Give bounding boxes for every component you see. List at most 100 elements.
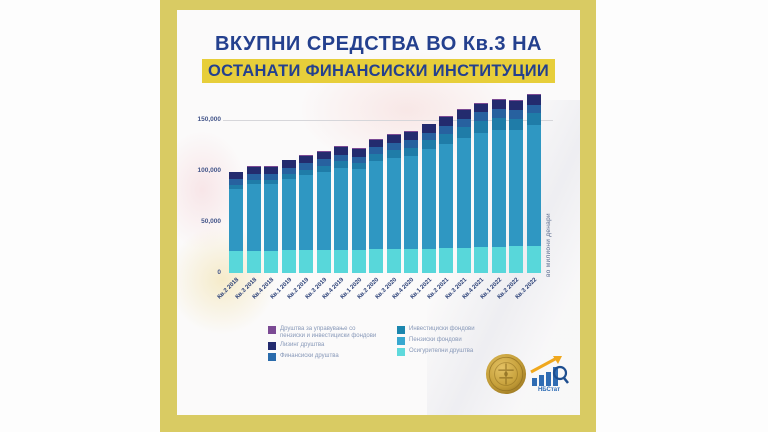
- bar-segment: [474, 247, 488, 273]
- y-tick-label: 0: [217, 269, 221, 276]
- bar-segment: [386, 157, 401, 250]
- bar-segment: [404, 147, 418, 156]
- bar-segment: [334, 249, 348, 273]
- bar-segment: [351, 148, 366, 157]
- bar-segment: [281, 250, 296, 273]
- legend-item: Осигурителни друштва: [397, 348, 475, 356]
- bar-segment: [316, 159, 331, 166]
- legend-swatch: [397, 348, 405, 356]
- bar-segment: [404, 140, 418, 148]
- y-tick-label: 50,000: [201, 218, 221, 225]
- gold-coin-icon: [485, 353, 527, 395]
- bar-segment: [386, 249, 401, 273]
- bar-segment: [369, 249, 383, 273]
- bar-segment: [509, 246, 523, 273]
- bar-segment: [456, 118, 471, 128]
- bar-segment: [316, 249, 331, 273]
- bar-segment: [404, 155, 418, 249]
- bar-segment: [351, 249, 366, 273]
- bar-segment: [456, 127, 471, 138]
- legend-column-right: Инвестициски фондови Пензиски фондови Осиг…: [397, 326, 475, 356]
- bar-column: [334, 146, 348, 273]
- bar-segment: [281, 160, 296, 168]
- bar-segment: [281, 179, 296, 251]
- bar-column: [509, 100, 523, 273]
- bar-segment: [404, 132, 418, 141]
- bar-segment: [439, 116, 453, 118]
- legend-label: Пензиски фондови: [409, 337, 462, 343]
- bar-segment: [316, 151, 331, 160]
- bar-segment: [386, 143, 401, 151]
- bar-segment: [491, 109, 506, 118]
- chart-title: ВКУПНИ СРЕДСТВА ВО Кв.3 НА ОСТАНАТИ ФИНА…: [177, 32, 580, 83]
- y-tick-label: 150,000: [197, 116, 222, 123]
- title-line-1: ВКУПНИ СРЕДСТВА ВО Кв.3 НА: [214, 33, 542, 55]
- infographic-card: ВКУПНИ СРЕДСТВА ВО Кв.3 НА ОСТАНАТИ ФИНА…: [177, 10, 580, 415]
- bar-segment: [334, 154, 348, 162]
- bar-segment: [474, 120, 488, 133]
- bar-segment: [404, 131, 418, 133]
- legend-item: Лизинг друштва: [268, 342, 380, 350]
- bar-column: [456, 109, 471, 273]
- bar-column: [474, 102, 488, 273]
- bar-segment: [369, 161, 383, 250]
- bar-column: [316, 151, 331, 273]
- bar-segment: [229, 172, 243, 180]
- bar-column: [439, 116, 453, 273]
- legend-swatch: [397, 337, 405, 345]
- bar-segment: [509, 130, 523, 247]
- bar-segment: [491, 99, 506, 101]
- bar-segment: [351, 169, 366, 250]
- bar-segment: [526, 245, 541, 273]
- bar-segment: [316, 166, 331, 172]
- bar-segment: [281, 174, 296, 180]
- bar-segment: [439, 133, 453, 144]
- bar-column: [264, 165, 278, 273]
- bar-segment: [334, 167, 348, 250]
- bar-segment: [509, 100, 523, 102]
- bar-segment: [351, 156, 366, 164]
- bar-segment: [439, 143, 453, 249]
- bar-segment: [229, 179, 243, 185]
- x-tick-label: Кв.3 2022: [514, 277, 538, 301]
- bar-segment: [526, 95, 541, 105]
- gridline-150000: [223, 120, 553, 121]
- bar-segment: [369, 139, 383, 148]
- bar-segment: [264, 166, 278, 174]
- y-tick-label: 100,000: [197, 167, 222, 174]
- bar-segment: [421, 140, 436, 150]
- bar-column: [386, 134, 401, 273]
- legend-swatch: [268, 326, 276, 334]
- bar-segment: [281, 159, 296, 161]
- legend-item: Инвестициски фондови: [397, 326, 475, 334]
- bar-segment: [421, 248, 436, 273]
- bar-segment: [526, 104, 541, 114]
- nbstat-logo: НБСтат: [485, 350, 577, 410]
- bar-segment: [474, 112, 488, 121]
- bar-segment: [334, 146, 348, 155]
- bar-segment: [421, 124, 436, 133]
- bar-column: [404, 131, 418, 273]
- bar-segment: [229, 188, 243, 252]
- bar-column: [281, 159, 296, 273]
- legend-item: Финансиски друштва: [268, 353, 380, 361]
- bar-segment: [456, 109, 471, 111]
- bar-segment: [246, 174, 261, 180]
- bar-segment: [246, 184, 261, 251]
- bar-segment: [421, 149, 436, 249]
- legend-label: Инвестициски фондови: [409, 326, 475, 332]
- bar-segment: [229, 184, 243, 189]
- bar-segment: [264, 173, 278, 180]
- bar-segment: [509, 118, 523, 131]
- bar-segment: [526, 125, 541, 246]
- nbstat-caption: НБСтат: [537, 387, 561, 393]
- bar-column: [299, 155, 313, 273]
- bar-segment: [299, 163, 313, 170]
- legend-label: Лизинг друштва: [280, 342, 325, 348]
- bar-segment: [386, 135, 401, 144]
- bar-segment: [351, 148, 366, 149]
- bar-segment: [369, 147, 383, 155]
- bar-segment: [264, 184, 278, 251]
- plot-area: во милиони денари 0 50,000 100,000 150,000 К…: [177, 10, 580, 415]
- bar-segment: [386, 134, 401, 136]
